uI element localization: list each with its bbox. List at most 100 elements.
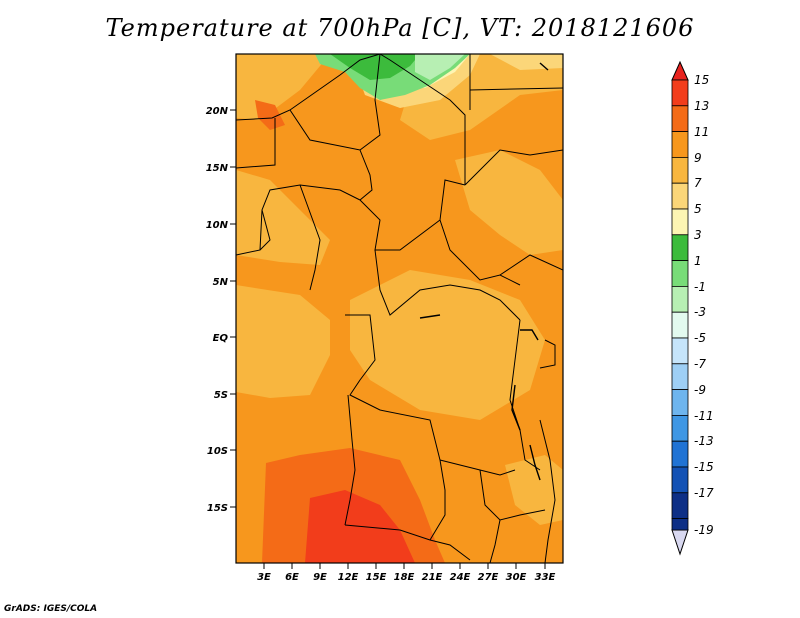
colorbar-swatch	[671, 156, 689, 184]
colorbar-label: -7	[694, 357, 706, 371]
colorbar-label: -9	[694, 383, 706, 397]
colorbar-swatch	[671, 492, 689, 519]
axis-ticks	[230, 109, 546, 569]
lat-label: EQ	[213, 333, 229, 344]
lon-label: 3E	[257, 572, 271, 583]
lake-outline	[511, 384, 521, 431]
border-line	[469, 87, 563, 91]
colorbar-label: -5	[694, 331, 706, 345]
lon-label: 9E	[313, 572, 327, 583]
colorbar-swatch	[671, 285, 689, 313]
colorbar-label: 9	[694, 151, 702, 165]
colorbar-swatch	[671, 208, 689, 236]
field-7-9-southeast	[505, 455, 563, 525]
colorbar-swatch	[671, 79, 689, 107]
lon-label: 18E	[394, 572, 415, 583]
border-line	[429, 459, 446, 541]
border-line	[539, 419, 556, 563]
credit-text: GrADS: IGES/COLA	[4, 604, 98, 614]
lat-label: 20N	[206, 106, 229, 117]
colorbar	[671, 60, 689, 556]
border-line	[509, 319, 541, 471]
colorbar-swatch	[671, 182, 689, 210]
lake-outline	[529, 444, 541, 481]
map-frame	[235, 53, 564, 564]
country-borders	[236, 54, 563, 563]
colorbar-label: -17	[694, 486, 714, 500]
lake-outline	[419, 314, 441, 319]
colorbar-label: 1	[694, 254, 702, 268]
lake-outline	[539, 62, 549, 71]
lon-label: 6E	[285, 572, 299, 583]
colorbar-label: -15	[694, 460, 714, 474]
lat-labels: 20N 15N 10N 5N EQ 5S 10S 15S	[206, 106, 229, 514]
field-m3-m1	[415, 54, 465, 80]
field-7-9-sudan	[455, 150, 563, 255]
lat-label: 5N	[213, 277, 229, 288]
lon-label: 21E	[422, 572, 443, 583]
lon-label: 15E	[366, 572, 387, 583]
colorbar-labels: 15 13 11 9 7 5 3 1 -1 -3 -5 -7 -9 -11 -1…	[694, 73, 714, 537]
colorbar-label: -1	[694, 280, 706, 294]
colorbar-swatch	[671, 363, 689, 390]
colorbar-label: 5	[694, 202, 702, 216]
colorbar-arrow-top	[671, 60, 689, 81]
lat-label: 5S	[214, 390, 228, 401]
colorbar-label: 15	[694, 73, 709, 87]
colorbar-swatch	[671, 311, 689, 339]
colorbar-swatch	[671, 466, 689, 494]
lon-label: 27E	[478, 572, 499, 583]
colorbar-swatch	[671, 234, 689, 262]
lon-labels: 3E 6E 9E 12E 15E 18E 21E 24E 27E 30E 33E	[257, 572, 555, 583]
lon-label: 30E	[506, 572, 527, 583]
border-line	[236, 54, 381, 121]
border-line	[379, 54, 466, 185]
border-line	[345, 314, 441, 461]
colorbar-swatch	[671, 337, 689, 365]
colorbar-swatch	[671, 440, 689, 468]
border-line	[359, 149, 373, 201]
border-line	[439, 219, 521, 286]
border-line	[344, 394, 356, 526]
border-line	[299, 184, 321, 291]
field-7-9-gulf	[236, 285, 330, 398]
colorbar-label: 7	[694, 176, 702, 190]
lake-outline	[520, 329, 539, 341]
lon-label: 33E	[535, 572, 556, 583]
lat-label: 15N	[206, 163, 229, 174]
colorbar-label: -19	[694, 523, 714, 537]
colorbar-label: 3	[694, 228, 702, 242]
border-line	[359, 179, 466, 251]
colorbar-swatch	[671, 131, 689, 158]
map-title: Temperature at 700hPa [C], VT: 201812160…	[105, 14, 695, 42]
border-line	[236, 118, 276, 169]
colorbar-label: -3	[694, 305, 706, 319]
colorbar-swatch	[671, 260, 689, 287]
border-line	[489, 519, 501, 563]
colorbar-label: 13	[694, 99, 709, 113]
colorbar-swatch	[671, 389, 689, 416]
lakes	[419, 62, 549, 481]
field-7-9-west	[236, 170, 330, 265]
border-line	[374, 249, 521, 321]
colorbar-label: 11	[694, 125, 709, 139]
lon-label: 12E	[338, 572, 359, 583]
colorbar-swatch	[671, 414, 689, 442]
field-1-3	[330, 54, 420, 80]
colorbar-swatch	[671, 105, 689, 133]
colorbar-swatch	[671, 518, 689, 531]
colorbar-arrow-bottom	[671, 529, 689, 556]
border-line	[499, 254, 563, 276]
lon-label: 24E	[450, 572, 471, 583]
border-line	[289, 54, 381, 151]
border-line	[539, 339, 556, 369]
colorbar-label: -11	[694, 409, 714, 423]
colorbar-label: -13	[694, 434, 714, 448]
lat-label: 10S	[207, 446, 228, 457]
temperature-field	[236, 54, 563, 563]
border-line	[259, 209, 271, 251]
field-11-13-north	[255, 100, 285, 130]
field-5-7-northeast	[490, 54, 563, 70]
lat-label: 10N	[206, 220, 229, 231]
